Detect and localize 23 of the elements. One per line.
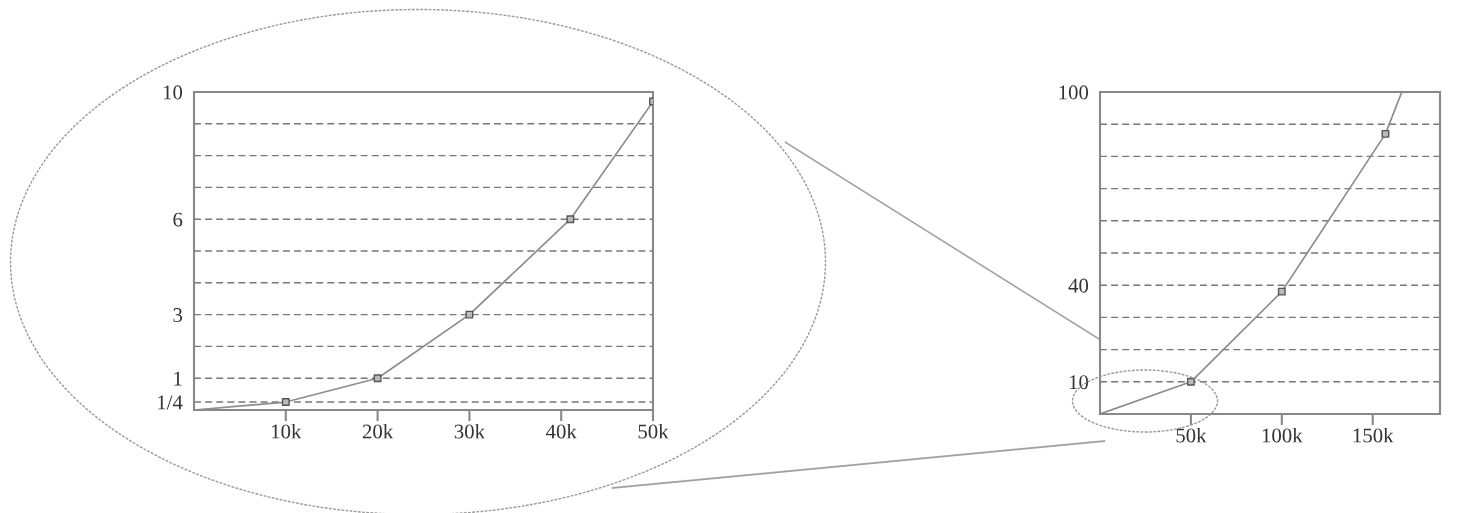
point [1277,287,1286,296]
x-tick-label: 50k [638,423,669,439]
point [1186,377,1195,386]
x-tick-label: 100k [1262,427,1303,443]
y-tick-label: 10 [163,85,183,100]
y-tick-label: 40 [1068,278,1089,293]
point [566,215,575,224]
x-tick-label: 50k [1176,427,1207,443]
point [1381,129,1390,138]
x-tick-label: 30k [454,423,486,439]
y-tick-label: 3 [173,308,183,323]
x-tick-label: 10k [272,423,302,439]
y-tick-label: 1/4 [158,395,183,410]
point [465,310,474,319]
y-tick-label: 10 [1069,375,1089,390]
x-tick-label: 40k [545,423,577,439]
point [281,398,290,407]
point [373,374,382,383]
x-tick-label: 150k [1353,427,1394,443]
y-tick-label: 6 [173,212,183,227]
y-tick-label: 100 [1059,85,1089,100]
x-tick-label: 20k [362,423,394,439]
y-tick-label: 1 [174,371,182,386]
